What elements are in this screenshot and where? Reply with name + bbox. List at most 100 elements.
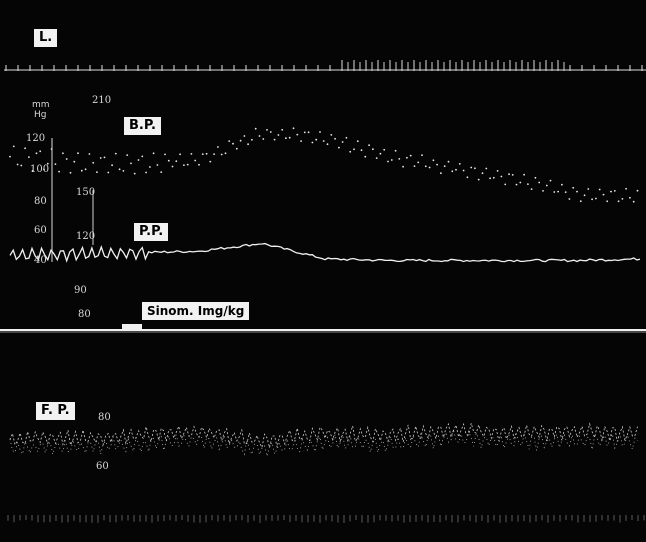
bp-trace-point xyxy=(114,152,117,155)
bp-trace-point xyxy=(288,136,291,139)
bp-trace-point xyxy=(394,149,397,152)
bp-trace-point xyxy=(145,171,148,174)
injection-marker xyxy=(122,324,142,329)
bp-trace-point xyxy=(341,141,344,143)
bp-trace-point xyxy=(137,159,140,161)
bp-trace-point xyxy=(338,146,340,149)
bp-trace-point xyxy=(243,135,246,137)
bp-trace-point xyxy=(296,133,299,136)
bp-trace-point xyxy=(111,164,113,167)
bp-trace-point xyxy=(133,172,136,175)
bp-trace-point xyxy=(530,188,533,191)
bp-trace-point xyxy=(353,148,355,151)
bp-trace-point xyxy=(209,160,212,163)
bp-trace-point xyxy=(632,200,635,203)
bp-trace-point xyxy=(368,144,370,147)
bp-trace-point xyxy=(122,170,125,172)
bp-trace-point xyxy=(58,170,60,173)
bp-trace-point xyxy=(50,148,53,150)
bp-trace-point xyxy=(69,171,72,174)
bp-trace-point xyxy=(167,159,170,162)
bp-trace-point xyxy=(20,164,23,167)
bp-trace-point xyxy=(409,154,412,157)
bp-trace-point xyxy=(62,152,64,155)
bp-trace-point xyxy=(190,153,193,155)
bp-trace-point xyxy=(311,141,314,144)
bp-trace-point xyxy=(606,200,609,203)
bp-trace-point xyxy=(118,168,121,171)
bp-trace-point xyxy=(201,153,204,156)
bp-trace-point xyxy=(228,140,231,143)
bp-trace-point xyxy=(130,162,132,165)
bp-trace-point xyxy=(164,153,166,156)
bp-trace-point xyxy=(375,157,378,160)
bp-trace-point xyxy=(432,159,435,162)
bp-trace-point xyxy=(198,163,200,166)
fp-label: F. P. xyxy=(36,402,75,420)
bp-trace-point xyxy=(572,186,575,189)
unit-mm: mm xyxy=(32,100,50,110)
bp-trace-point xyxy=(561,183,563,186)
bp-trace-point xyxy=(579,200,582,203)
bp-trace-point xyxy=(281,128,284,131)
bp-trace-point xyxy=(322,140,325,142)
bp-trace-point xyxy=(428,166,431,169)
bp-trace-point xyxy=(77,152,79,155)
bp-trace-point xyxy=(477,178,480,181)
bp-trace-point xyxy=(455,168,457,171)
bp-trace-point xyxy=(424,165,427,168)
bp-trace-point xyxy=(235,147,238,150)
bp-trace-point xyxy=(107,171,110,174)
bp-trace-point xyxy=(534,176,537,179)
bp-trace-point xyxy=(39,150,42,153)
bp-trace-point xyxy=(46,162,49,165)
bp-trace-point xyxy=(9,155,11,158)
bp-trace-point xyxy=(602,193,605,196)
bp-trace-point xyxy=(292,127,295,130)
bp-trace-point xyxy=(266,129,268,131)
bp-trace-point xyxy=(492,176,495,179)
bp-tick: 120 xyxy=(26,133,46,144)
pp-tick: 80 xyxy=(78,309,91,320)
bp-trace-point xyxy=(217,146,219,148)
bp-trace-point xyxy=(398,158,401,160)
bp-trace-point xyxy=(194,159,197,162)
bp-trace-point xyxy=(303,131,306,134)
bp-trace-point xyxy=(360,149,363,152)
bp-trace-point xyxy=(417,161,420,164)
bp-tick: 40 xyxy=(34,255,47,266)
bp-trace-point xyxy=(251,138,253,141)
bp-trace-point xyxy=(372,148,374,151)
bp-trace-point xyxy=(43,168,45,171)
bp-trace-point xyxy=(542,190,544,192)
bp-trace-point xyxy=(421,154,423,157)
bp-tick: 100 xyxy=(30,164,50,175)
bp-trace-point xyxy=(285,137,287,140)
bp-trace-point xyxy=(345,136,348,139)
bp-trace-point xyxy=(538,181,541,184)
bp-trace-point xyxy=(636,189,639,192)
bp-trace-point xyxy=(24,147,26,150)
bp-trace-point xyxy=(35,152,38,155)
bp-trace-point xyxy=(224,152,227,155)
drug-annotation: Sinom. Img/kg xyxy=(142,302,250,320)
bp-trace-point xyxy=(183,164,185,167)
bp-trace-point xyxy=(625,187,627,190)
fp-trace xyxy=(9,422,638,449)
bp-trace-point xyxy=(583,194,586,197)
pp-label: P.P. xyxy=(134,223,169,241)
bp-trace-point xyxy=(383,148,386,151)
bp-trace-point xyxy=(568,198,571,200)
bp-trace-point xyxy=(458,163,461,165)
bp-trace-point xyxy=(489,177,491,180)
bp-trace-point xyxy=(557,190,559,193)
pp-tick: 90 xyxy=(74,285,87,296)
bp-trace-point xyxy=(485,167,488,170)
bp-trace-point xyxy=(379,152,382,155)
bp-trace-point xyxy=(466,176,469,179)
bp-trace-point xyxy=(617,200,620,203)
bp-trace-point xyxy=(511,174,514,176)
bp-trace-point xyxy=(595,197,597,200)
bp-trace-point xyxy=(262,138,265,140)
